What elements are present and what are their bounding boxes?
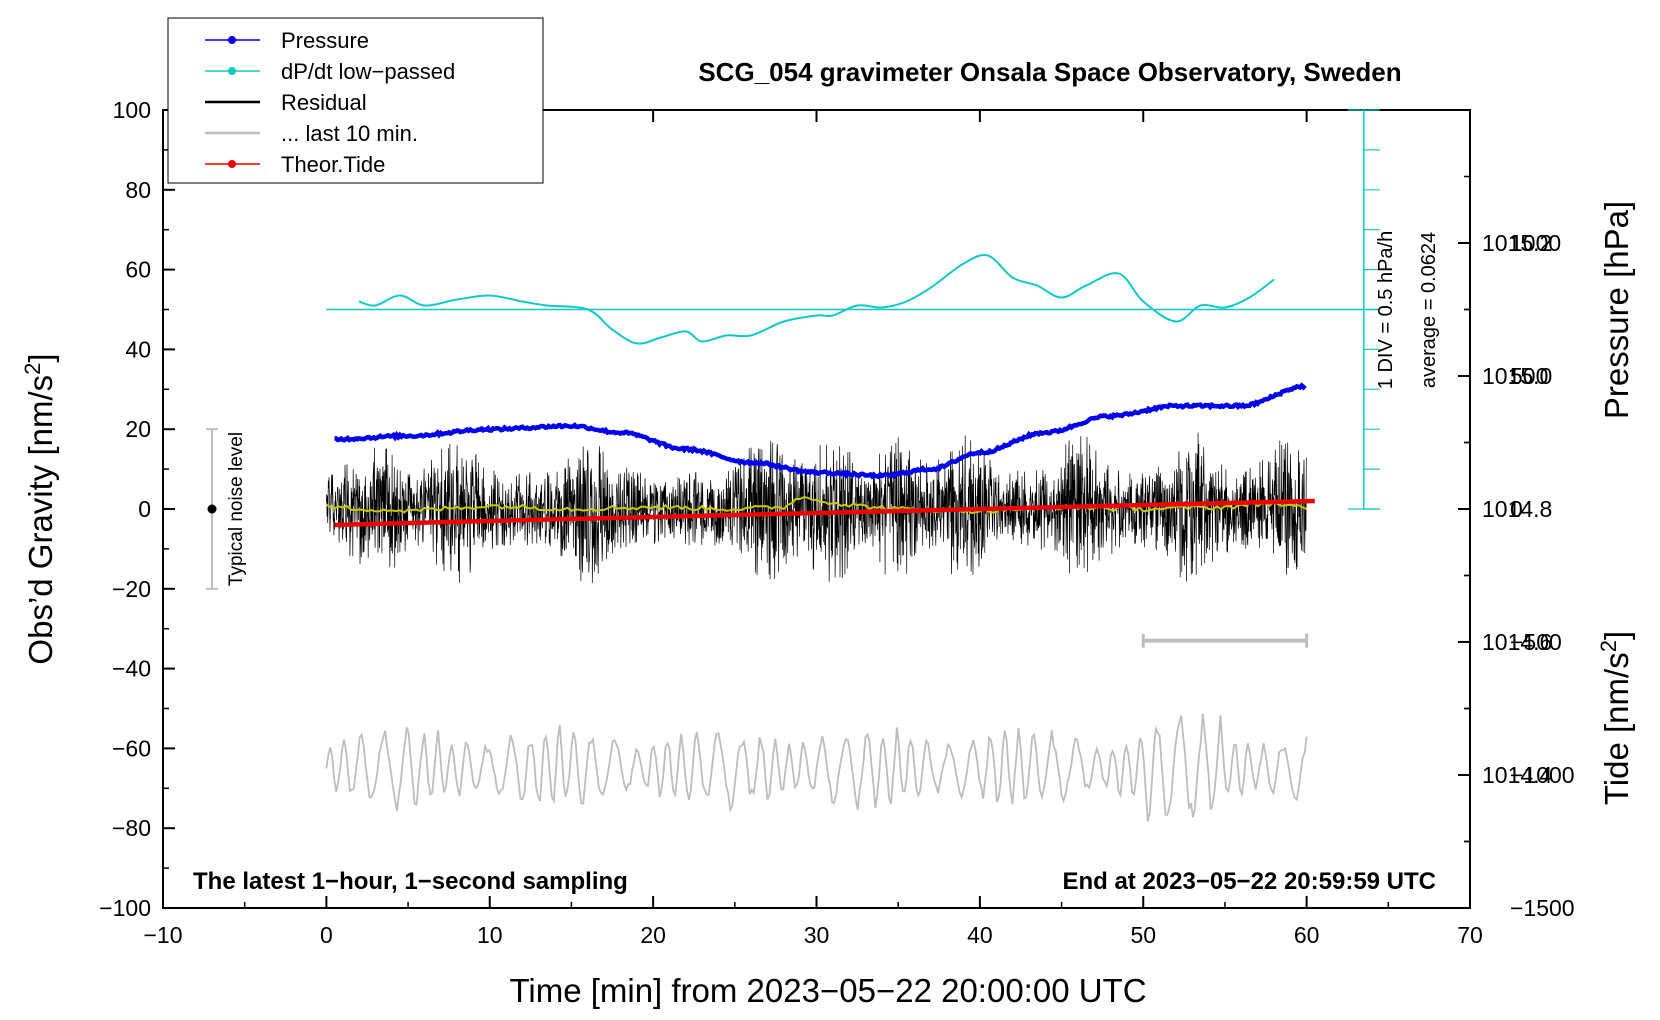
series-pressure bbox=[334, 382, 1307, 480]
y-axis-left-label-end: ] bbox=[22, 353, 59, 362]
y-tick-label: 100 bbox=[113, 97, 151, 123]
y-tick-label: 20 bbox=[125, 416, 151, 442]
legend-marker bbox=[228, 36, 236, 44]
x-tick-label: 60 bbox=[1294, 922, 1320, 948]
legend: Pressure dP/dt low−passed Residual ... last… bbox=[167, 17, 544, 184]
series-theoretical-tide bbox=[334, 498, 1315, 528]
y-axis-left-label-main: Obs’d Gravity [nm/s bbox=[22, 375, 59, 665]
data-layer bbox=[206, 109, 1381, 822]
pressure-tick-label: 1015.2 bbox=[1482, 230, 1552, 256]
series-dpdt bbox=[358, 254, 1275, 345]
pressure-tick-label: 1014.8 bbox=[1482, 496, 1552, 522]
legend-label: dP/dt low−passed bbox=[281, 59, 455, 84]
tide-axis-label-sup: 2 bbox=[1596, 640, 1621, 652]
noise-level-dot bbox=[207, 504, 217, 514]
annotation-end-time: End at 2023−05−22 20:59:59 UTC bbox=[1062, 868, 1436, 895]
y-tick-label: −60 bbox=[112, 735, 151, 761]
tide-axis-label: Tide [nm/s2] bbox=[1596, 631, 1635, 805]
tide-tick-label: −1000 bbox=[1510, 762, 1575, 788]
x-tick-label: 20 bbox=[640, 922, 666, 948]
noise-level-label: Typical noise level bbox=[226, 432, 247, 586]
x-axis: −10 0 10 20 30 40 50 60 70 bbox=[143, 110, 1483, 948]
y-tick-label: 80 bbox=[125, 177, 151, 203]
x-axis-label: Time [min] from 2023−05−22 20:00:00 UTC bbox=[509, 972, 1146, 1009]
y-tick-label: 40 bbox=[125, 336, 151, 362]
x-tick-label: 10 bbox=[477, 922, 503, 948]
tide-tick-label: 1000 bbox=[1510, 230, 1561, 256]
y-tick-label: 0 bbox=[138, 496, 151, 522]
legend-label: Residual bbox=[281, 90, 367, 115]
y-axis-left: 100 80 60 40 20 0 −20 −40 −60 −80 −100 bbox=[99, 97, 175, 921]
x-tick-label: 0 bbox=[320, 922, 333, 948]
y-tick-label: −40 bbox=[112, 656, 151, 682]
tide-tick-label: 500 bbox=[1510, 363, 1548, 389]
chart-title: SCG_054 gravimeter Onsala Space Observat… bbox=[698, 57, 1401, 87]
tide-axis: 1000 500 0 −500 −1000 −1500 bbox=[1458, 230, 1575, 921]
annotation-sampling: The latest 1−hour, 1−second sampling bbox=[193, 868, 628, 895]
y-tick-label: −20 bbox=[112, 576, 151, 602]
pressure-tick-label: 1015.0 bbox=[1482, 363, 1552, 389]
x-tick-label: −10 bbox=[143, 922, 182, 948]
average-label: average = 0.0624 bbox=[1418, 232, 1440, 388]
x-tick-label: 30 bbox=[804, 922, 830, 948]
pressure-tick-label: 1014.4 bbox=[1482, 762, 1553, 788]
legend-label: Theor.Tide bbox=[281, 152, 385, 177]
y-tick-label: −80 bbox=[112, 815, 151, 841]
pressure-axis: 1015.2 1015.0 1014.8 1014.6 1014.4 bbox=[1458, 175, 1553, 843]
pressure-axis-label: Pressure [hPa] bbox=[1598, 201, 1635, 419]
y-tick-label: 60 bbox=[125, 257, 151, 283]
y-axis-left-label: Obs’d Gravity [nm/s2] bbox=[20, 353, 59, 664]
scale-bar-label: 1 DIV = 0.5 hPa/h bbox=[1375, 231, 1397, 389]
tide-axis-label-main: Tide [nm/s bbox=[1598, 652, 1635, 805]
y-axis-left-label-sup: 2 bbox=[20, 363, 45, 375]
pressure-tick-label: 1014.6 bbox=[1482, 629, 1552, 655]
legend-marker bbox=[228, 67, 236, 75]
series-residual bbox=[326, 432, 1307, 584]
x-tick-label: 50 bbox=[1130, 922, 1156, 948]
tide-tick-label: −500 bbox=[1510, 629, 1562, 655]
series-residual-smoothed bbox=[325, 495, 1307, 515]
legend-marker bbox=[228, 160, 236, 168]
x-tick-label: 40 bbox=[967, 922, 993, 948]
x-tick-label: 70 bbox=[1457, 922, 1483, 948]
tide-tick-label: 0 bbox=[1510, 496, 1523, 522]
series-last-10-min bbox=[325, 713, 1308, 822]
tide-tick-label: −1500 bbox=[1510, 895, 1575, 921]
legend-label: ... last 10 min. bbox=[281, 121, 418, 146]
tide-axis-label-end: ] bbox=[1598, 631, 1635, 640]
legend-label: Pressure bbox=[281, 28, 369, 53]
legend-box bbox=[167, 17, 544, 184]
y-tick-label: −100 bbox=[99, 895, 151, 921]
